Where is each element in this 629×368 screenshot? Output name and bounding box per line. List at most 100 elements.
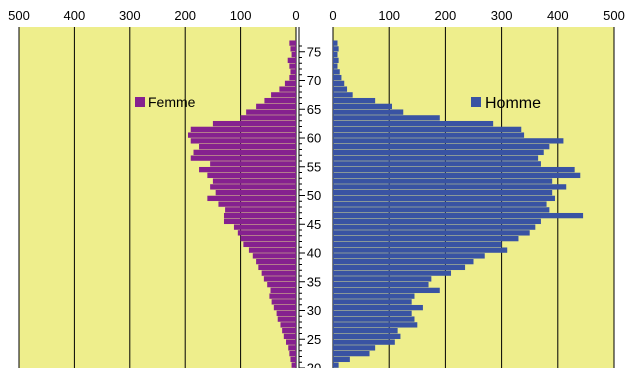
femme-bar xyxy=(256,103,296,110)
age-tick-label: 60 xyxy=(307,131,321,146)
femme-bar xyxy=(287,57,296,64)
right-x-tick-label: 200 xyxy=(435,8,457,23)
femme-bar xyxy=(276,310,296,317)
right-x-axis-tick-labels: 0 100 200 300 400 500 xyxy=(329,8,624,23)
homme-bar xyxy=(333,247,508,253)
homme-bar xyxy=(333,241,502,248)
age-tick-label: 25 xyxy=(307,332,321,347)
homme-bar xyxy=(333,40,338,46)
femme-bar xyxy=(280,322,296,328)
femme-bar xyxy=(199,166,296,173)
homme-bar xyxy=(333,46,339,52)
age-tick-label: 45 xyxy=(307,217,321,232)
age-tick-label: 30 xyxy=(307,303,321,318)
homme-bar xyxy=(333,362,339,368)
homme-bar xyxy=(333,339,395,345)
right-x-tick-label: 100 xyxy=(378,8,400,23)
right-x-tick-label: 0 xyxy=(329,8,336,23)
femme-bar xyxy=(215,189,296,196)
femme-bar xyxy=(210,161,296,167)
homme-bar xyxy=(333,115,440,121)
homme-bar xyxy=(333,207,550,213)
femme-bar xyxy=(290,356,296,363)
left-x-tick-label: 400 xyxy=(64,8,86,23)
homme-bar xyxy=(333,356,350,363)
homme-bar xyxy=(333,63,338,69)
age-tick-label: 55 xyxy=(307,159,321,174)
homme-bar xyxy=(333,195,555,202)
femme-legend-label: Femme xyxy=(148,94,196,110)
homme-bar xyxy=(333,270,452,276)
femme-bar xyxy=(271,92,296,98)
homme-bar xyxy=(333,80,345,87)
femme-bar xyxy=(187,132,296,138)
femme-bar xyxy=(277,316,296,322)
femme-bar xyxy=(243,241,296,248)
femme-bar xyxy=(264,97,296,104)
femme-bar xyxy=(218,201,296,207)
femme-bar xyxy=(288,345,296,351)
femme-bar xyxy=(263,276,296,282)
homme-bar xyxy=(333,97,376,104)
femme-bar xyxy=(269,293,296,299)
homme-bar xyxy=(333,184,567,190)
homme-legend-swatch xyxy=(471,97,481,107)
femme-bar xyxy=(225,207,296,213)
homme-bar xyxy=(333,86,348,92)
homme-bar xyxy=(333,316,415,322)
age-tick-label: 50 xyxy=(307,188,321,203)
femme-bar xyxy=(207,172,296,179)
femme-legend-swatch xyxy=(135,97,145,107)
femme-bar xyxy=(279,86,296,92)
femme-bar xyxy=(207,195,296,202)
femme-bar xyxy=(289,74,296,81)
left-x-tick-label: 300 xyxy=(119,8,141,23)
age-tick-label: 35 xyxy=(307,274,321,289)
left-x-tick-label: 500 xyxy=(8,8,30,23)
homme-bar xyxy=(333,143,550,150)
femme-bar xyxy=(240,115,296,121)
homme-bar xyxy=(333,253,485,259)
homme-bar xyxy=(333,149,544,156)
femme-bar xyxy=(271,299,296,305)
femme-bar xyxy=(273,304,296,311)
right-x-tick-label: 400 xyxy=(547,8,569,23)
right-x-tick-label: 500 xyxy=(603,8,625,23)
homme-bar xyxy=(333,212,584,219)
homme-bar xyxy=(333,51,338,58)
homme-bar xyxy=(333,345,376,351)
age-axis: 20 25 30 35 40 45 50 55 60 65 70 75 xyxy=(298,27,321,368)
femme-bar xyxy=(212,120,296,127)
femme-bar xyxy=(284,80,296,87)
femme-legend: Femme xyxy=(135,94,196,110)
left-x-tick-label: 0 xyxy=(292,8,299,23)
homme-bar xyxy=(333,327,398,334)
homme-legend: Homme xyxy=(471,95,541,112)
femme-bar xyxy=(270,287,296,294)
homme-bar xyxy=(333,276,432,282)
right-panel: 0 100 200 300 400 500 Homme xyxy=(329,8,625,368)
homme-bar xyxy=(333,92,353,98)
age-axis-ticks: 20 25 30 35 40 45 50 55 60 65 70 75 xyxy=(299,44,321,368)
homme-bar xyxy=(333,155,539,161)
homme-bar xyxy=(333,172,581,179)
femme-bar xyxy=(223,212,296,219)
femme-bars xyxy=(187,40,296,368)
homme-bar xyxy=(333,178,553,184)
femme-bar xyxy=(290,69,296,75)
age-tick-label: 20 xyxy=(307,361,321,368)
femme-bar xyxy=(267,281,296,288)
left-x-axis-tick-labels: 500 400 300 200 100 0 xyxy=(8,8,299,23)
homme-bar xyxy=(333,103,393,110)
homme-bar xyxy=(333,109,404,115)
femme-bar xyxy=(223,218,296,225)
homme-bar xyxy=(333,322,418,328)
homme-bar xyxy=(333,258,474,265)
femme-bar xyxy=(212,178,296,184)
left-x-tick-label: 200 xyxy=(174,8,196,23)
homme-bar xyxy=(333,120,494,127)
homme-bar xyxy=(333,264,466,271)
homme-bar xyxy=(333,74,342,81)
femme-bar xyxy=(291,362,296,368)
